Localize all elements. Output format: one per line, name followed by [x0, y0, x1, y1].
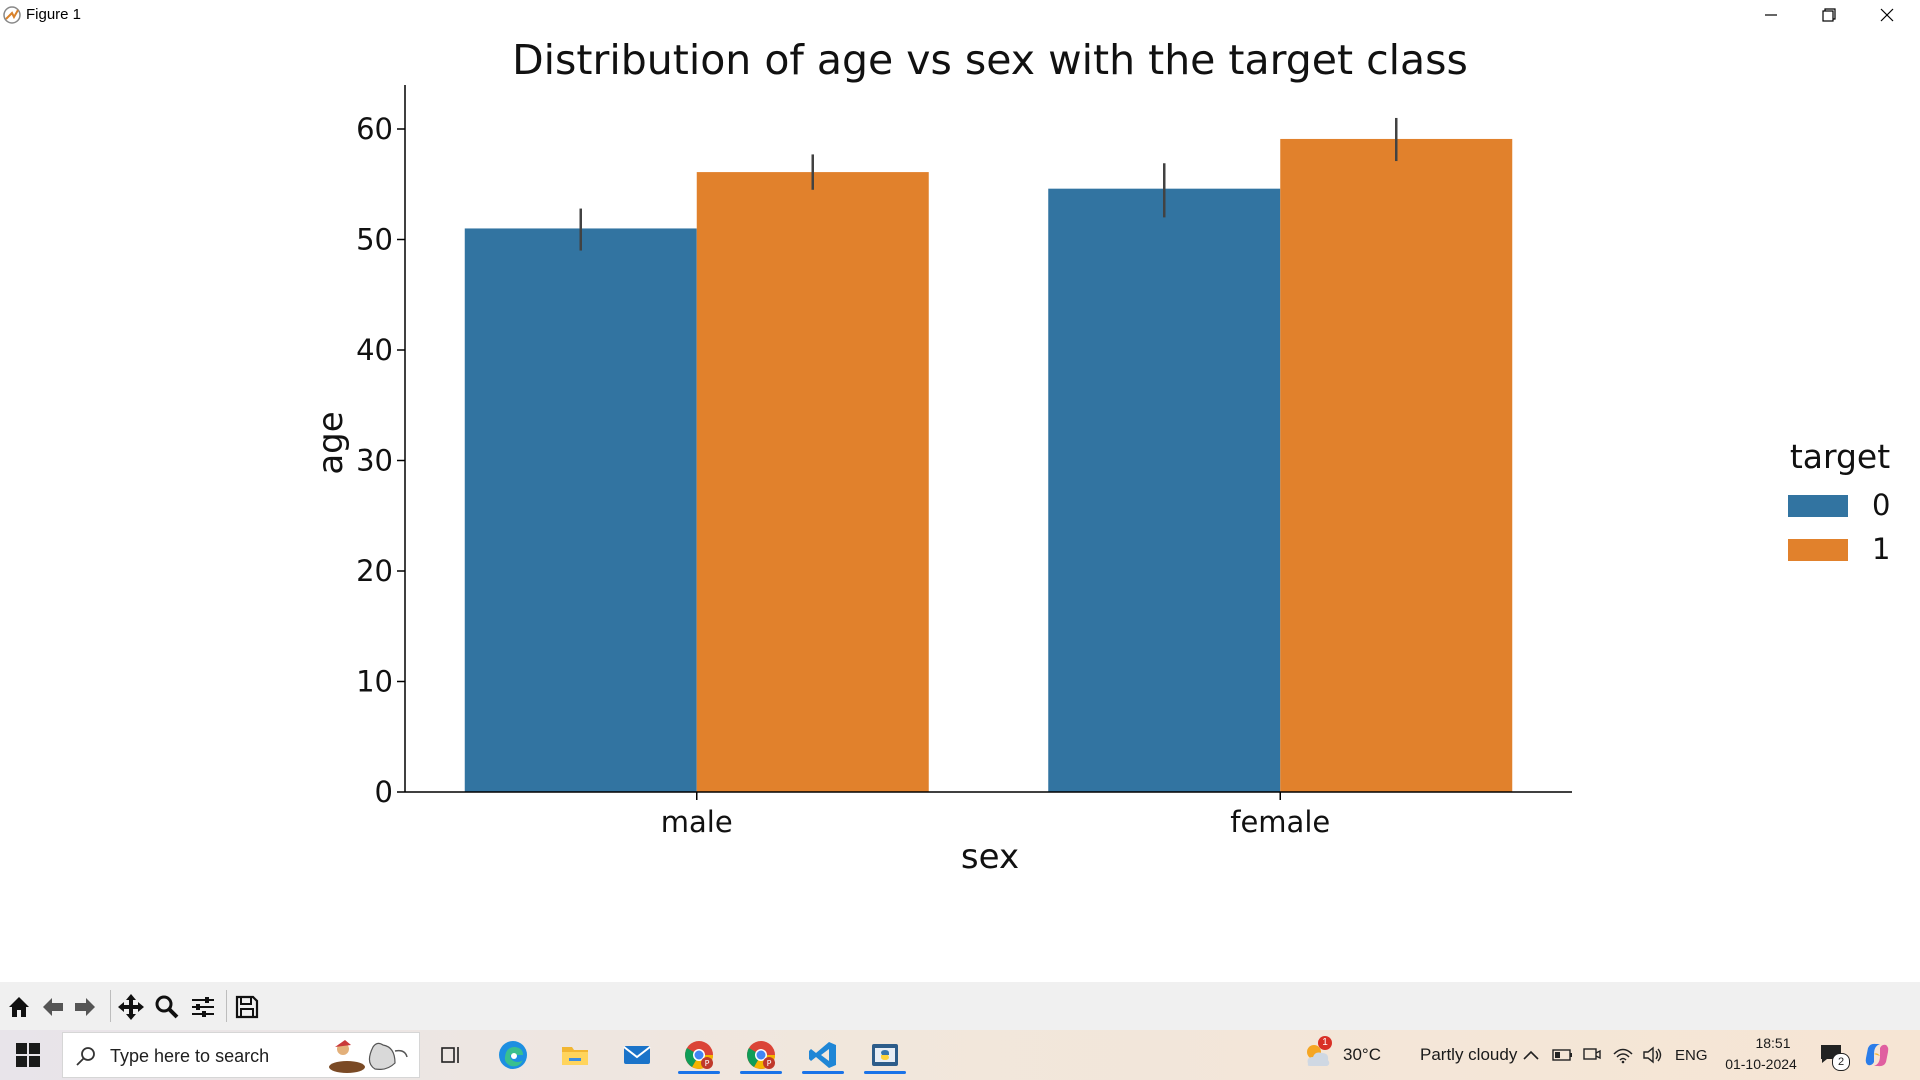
weather-partly-cloudy-icon [1307, 1045, 1330, 1066]
battery-icon[interactable] [1552, 1047, 1574, 1063]
clock-time[interactable]: 18:51 [1755, 1035, 1791, 1051]
forward-icon [75, 998, 95, 1016]
active-indicator [864, 1071, 906, 1074]
close-icon [1880, 8, 1894, 22]
legend-swatch-0 [1788, 495, 1848, 517]
y-tick-label-0: 0 [375, 775, 393, 809]
zoom-icon [155, 995, 179, 1019]
app-icon [3, 6, 21, 24]
save-icon [235, 995, 259, 1019]
input-language[interactable]: ENG [1675, 1047, 1708, 1064]
toolbar-separator [226, 990, 227, 1022]
figure-canvas[interactable]: Distribution of age vs sex with the targ… [0, 30, 1920, 982]
back-button[interactable] [38, 992, 68, 1022]
taskbar-app-chrome-2[interactable]: P [738, 1036, 784, 1074]
x-axis-label: sex [961, 837, 1019, 877]
task-view-icon [441, 1047, 459, 1063]
active-indicator [802, 1071, 844, 1074]
mail-icon [623, 1046, 651, 1064]
search-placeholder: Type here to search [110, 1046, 270, 1066]
windows-start-icon[interactable] [14, 1041, 42, 1069]
save-button[interactable] [232, 992, 262, 1022]
active-indicator [678, 1071, 720, 1074]
svg-text:P: P [705, 1059, 710, 1068]
y-tick-label-60: 60 [356, 112, 393, 146]
bar-female-target-1 [1280, 138, 1513, 792]
active-indicator [740, 1071, 782, 1074]
y-tick-label-50: 50 [356, 223, 393, 257]
window-title-bar: Figure 1 [0, 0, 1920, 30]
x-tick-label-female: female [1230, 805, 1330, 839]
taskbar-app-python-figure[interactable] [862, 1036, 908, 1074]
legend-label-1: 1 [1872, 532, 1890, 566]
taskbar-app-vscode[interactable] [800, 1036, 846, 1074]
vscode-icon [809, 1042, 836, 1068]
search-icon [76, 1047, 95, 1066]
close-button[interactable] [1858, 0, 1916, 30]
y-tick-label-40: 40 [356, 333, 393, 367]
x-tick-label-male: male [661, 805, 733, 839]
home-button[interactable] [4, 992, 34, 1022]
clock-date[interactable]: 01-10-2024 [1725, 1056, 1797, 1072]
bar-female-target-0 [1048, 188, 1281, 793]
taskbar-app-edge[interactable] [490, 1036, 536, 1074]
weather-condition[interactable]: Partly cloudy [1420, 1045, 1518, 1064]
search-highlight-illustration-icon [329, 1040, 408, 1073]
taskbar: Type here to search [0, 1030, 1920, 1080]
wifi-icon[interactable] [1612, 1045, 1634, 1065]
notification-count: 2 [1832, 1053, 1850, 1071]
toolbar-separator [110, 990, 111, 1022]
task-view-button[interactable] [428, 1036, 474, 1074]
minimize-button[interactable] [1742, 0, 1800, 30]
weather-temperature[interactable]: 30°C [1343, 1045, 1381, 1064]
python-icon [872, 1044, 898, 1066]
edge-icon [499, 1041, 527, 1069]
bar-male-target-1 [696, 172, 929, 793]
bar-chart: Distribution of age vs sex with the targ… [311, 36, 1890, 877]
bar-male-target-0 [464, 228, 697, 792]
minimize-icon [1765, 14, 1777, 16]
chart-title: Distribution of age vs sex with the targ… [512, 36, 1468, 84]
y-tick-label-20: 20 [356, 554, 393, 588]
taskbar-app-chrome[interactable]: P [676, 1036, 722, 1074]
copilot-icon[interactable] [1862, 1040, 1892, 1070]
volume-icon[interactable] [1642, 1045, 1664, 1065]
restore-icon [1822, 8, 1836, 22]
restore-button[interactable] [1800, 0, 1858, 30]
zoom-button[interactable] [152, 992, 182, 1022]
window-title: Figure 1 [26, 6, 82, 23]
y-axis-label: age [311, 411, 351, 474]
pan-icon [118, 994, 144, 1020]
show-hidden-icons-chevron-icon[interactable] [1522, 1047, 1540, 1063]
taskbar-app-mail[interactable] [614, 1036, 660, 1074]
chrome-icon: P [685, 1041, 713, 1069]
chrome-icon: P [747, 1041, 775, 1069]
legend-title: target [1790, 437, 1890, 476]
file-explorer-icon [562, 1047, 588, 1065]
back-icon [43, 998, 63, 1016]
forward-button[interactable] [70, 992, 100, 1022]
legend-label-0: 0 [1872, 488, 1890, 522]
y-tick-label-30: 30 [356, 444, 393, 478]
configure-subplots-icon [192, 997, 214, 1017]
svg-text:P: P [767, 1059, 772, 1068]
legend-swatch-1 [1788, 539, 1848, 561]
home-icon [9, 997, 29, 1017]
pan-button[interactable] [116, 992, 146, 1022]
weather-alert-badge: 1 [1318, 1036, 1332, 1050]
weather-widget-icon-wrap[interactable]: 1 [1300, 1036, 1334, 1072]
notification-center-button[interactable]: 2 [1818, 1042, 1850, 1071]
taskbar-search-box[interactable]: Type here to search [62, 1032, 420, 1078]
navigation-toolbar [0, 982, 1920, 1030]
y-tick-label-10: 10 [356, 665, 393, 699]
meet-now-icon[interactable] [1582, 1046, 1602, 1064]
taskbar-app-file-explorer[interactable] [552, 1036, 598, 1074]
configure-subplots-button[interactable] [188, 992, 218, 1022]
